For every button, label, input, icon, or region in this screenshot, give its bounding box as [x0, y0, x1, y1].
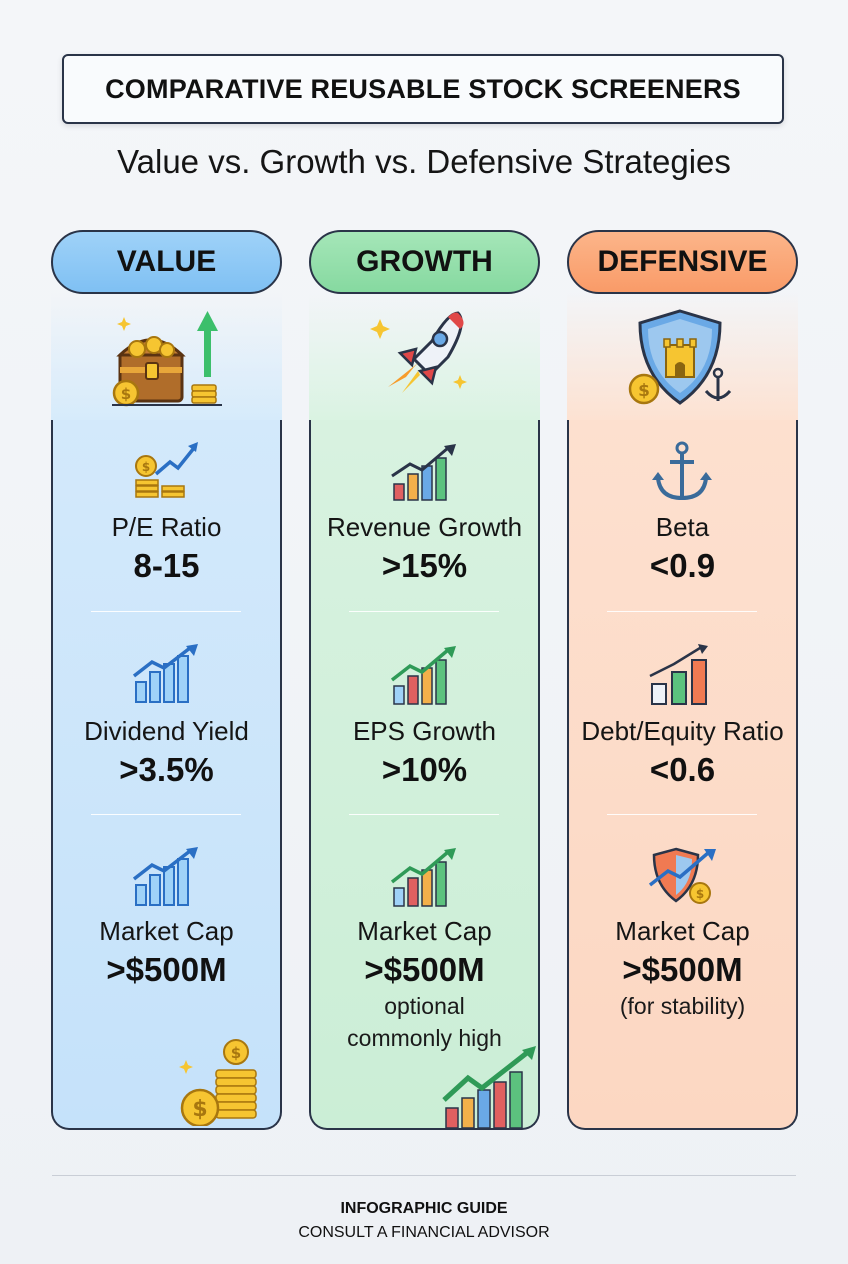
growth-header: GROWTH: [309, 230, 540, 294]
divider: [349, 611, 499, 612]
svg-text:$: $: [121, 385, 131, 403]
bar-chart-growth-icon: [390, 848, 456, 907]
metric-value: 8-15: [133, 547, 200, 584]
rocket-icon: [370, 311, 467, 397]
divider: [91, 611, 241, 612]
divider: [607, 611, 757, 612]
metric-value: <0.6: [649, 751, 716, 788]
growth-metric-marketcap: Market Cap >$500M optional commonly high: [309, 916, 540, 1053]
metric-value: >$500M: [106, 951, 227, 988]
defensive-metric-debt-equity: Debt/Equity Ratio <0.6: [567, 716, 798, 789]
metric-label: P/E Ratio: [111, 512, 222, 542]
metric-label: EPS Growth: [352, 716, 497, 746]
metric-label: Market Cap: [615, 916, 750, 946]
shield-castle-icon: $: [628, 309, 732, 405]
divider: [349, 814, 499, 815]
svg-text:$: $: [638, 381, 650, 401]
bar-chart-growth-icon: [132, 644, 198, 703]
svg-text:$: $: [231, 1044, 241, 1062]
bar-chart-growth-icon: [391, 444, 456, 501]
divider: [91, 814, 241, 815]
bar-chart-growth-icon: [132, 847, 198, 906]
metric-value: >3.5%: [119, 751, 214, 788]
title-box: COMPARATIVE REUSABLE STOCK SCREENERS: [62, 54, 784, 124]
footer-title: INFOGRAPHIC GUIDE: [340, 1200, 508, 1217]
metric-value: <0.9: [649, 547, 716, 584]
growth-metric-revenue: Revenue Growth >15%: [309, 512, 540, 585]
metric-label: Beta: [655, 512, 710, 542]
page-subtitle: Value vs. Growth vs. Defensive Strategie…: [117, 143, 731, 180]
metric-value: >$500M: [364, 951, 485, 988]
svg-text:$: $: [142, 460, 150, 474]
anchor-icon: [652, 441, 712, 501]
metric-label: Market Cap: [99, 916, 234, 946]
shield-growth-icon: $: [648, 847, 716, 904]
metric-value: >15%: [381, 547, 468, 584]
metric-value: >10%: [381, 751, 468, 788]
growth-column: [309, 420, 540, 1130]
coins-growth-icon: $: [135, 442, 198, 498]
metric-value: >$500M: [622, 951, 743, 988]
metric-label: Dividend Yield: [84, 716, 249, 746]
page-title: COMPARATIVE REUSABLE STOCK SCREENERS: [105, 73, 741, 104]
value-metric-pe: P/E Ratio 8-15: [51, 512, 282, 585]
value-header: VALUE: [51, 230, 282, 294]
growth-chart-icon: [442, 1046, 536, 1129]
defensive-metric-marketcap: Market Cap >$500M (for stability): [567, 916, 798, 1021]
treasure-chest-icon: $: [112, 311, 222, 407]
defensive-column: [567, 420, 798, 1130]
metric-note: (for stability): [619, 993, 746, 1019]
defensive-header: DEFENSIVE: [567, 230, 798, 294]
svg-text:$: $: [192, 1097, 207, 1122]
value-metric-dividend: Dividend Yield >3.5%: [51, 716, 282, 789]
value-column: [51, 420, 282, 1130]
metric-note: commonly high: [347, 1025, 502, 1051]
bar-chart-icon: [649, 644, 708, 705]
coin-stack-icon: $ $: [179, 1039, 257, 1126]
growth-metric-eps: EPS Growth >10%: [309, 716, 540, 789]
metric-label: Revenue Growth: [326, 512, 523, 542]
value-metric-marketcap: Market Cap >$500M: [51, 916, 282, 989]
metric-note: optional: [384, 993, 465, 1019]
svg-text:$: $: [696, 887, 704, 901]
defensive-metric-beta: Beta <0.9: [567, 512, 798, 585]
metric-label: Debt/Equity Ratio: [581, 716, 784, 746]
divider: [607, 814, 757, 815]
metric-label: Market Cap: [357, 916, 492, 946]
footer-disclaimer: CONSULT A FINANCIAL ADVISOR: [298, 1224, 550, 1241]
footer-divider: [52, 1175, 796, 1176]
bar-chart-growth-icon: [390, 646, 456, 705]
